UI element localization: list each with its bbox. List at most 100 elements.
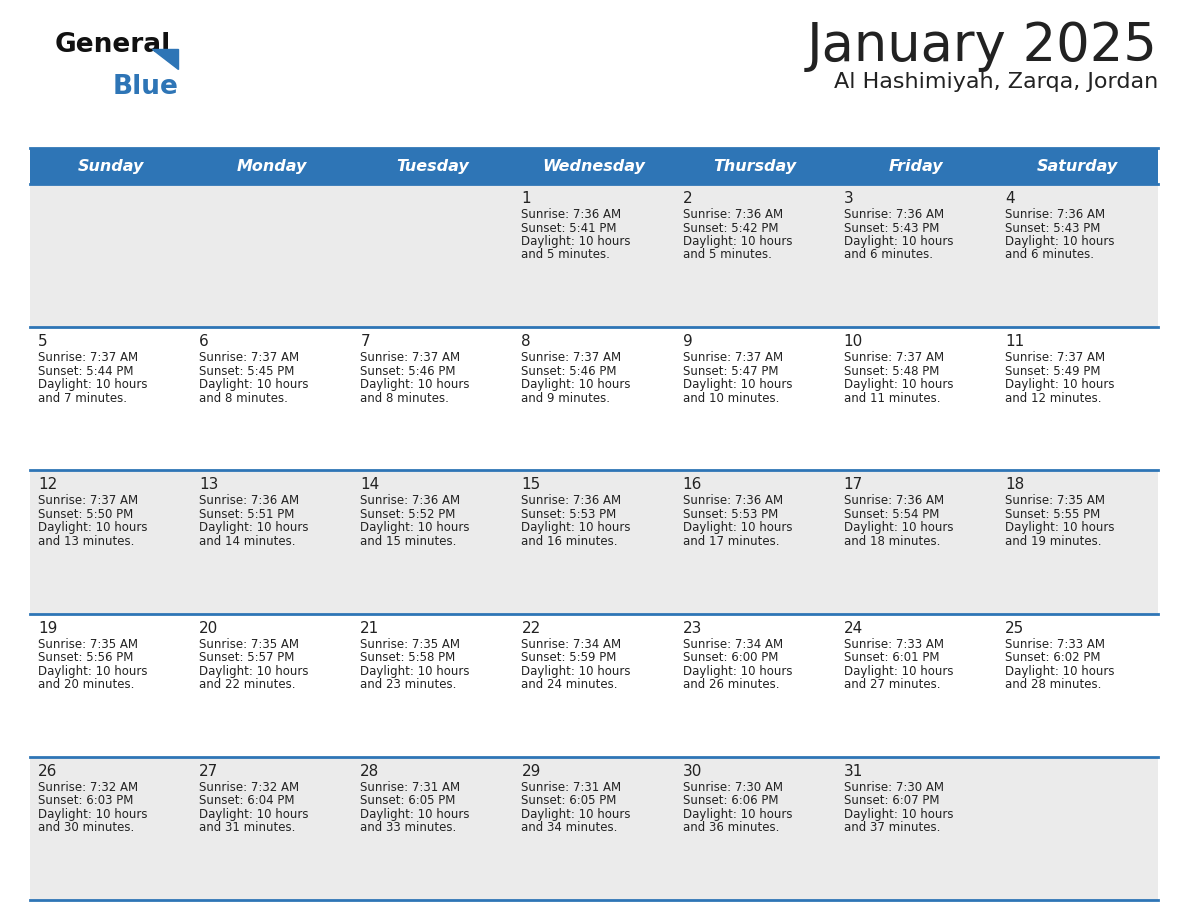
Text: Daylight: 10 hours: Daylight: 10 hours [522,808,631,821]
Text: Daylight: 10 hours: Daylight: 10 hours [843,235,953,248]
Text: 11: 11 [1005,334,1024,349]
Text: and 37 minutes.: and 37 minutes. [843,822,940,834]
Text: 10: 10 [843,334,862,349]
Text: 4: 4 [1005,191,1015,206]
Text: Daylight: 10 hours: Daylight: 10 hours [522,521,631,534]
Text: 28: 28 [360,764,379,778]
Text: and 8 minutes.: and 8 minutes. [200,392,287,405]
Text: Sunrise: 7:37 AM: Sunrise: 7:37 AM [843,352,943,364]
Text: 9: 9 [683,334,693,349]
Text: and 20 minutes.: and 20 minutes. [38,678,134,691]
Bar [30,184,1158,327]
Text: Daylight: 10 hours: Daylight: 10 hours [843,665,953,677]
Text: and 33 minutes.: and 33 minutes. [360,822,456,834]
Text: General: General [55,32,171,58]
Text: Sunset: 5:50 PM: Sunset: 5:50 PM [38,508,133,521]
Text: and 31 minutes.: and 31 minutes. [200,822,296,834]
Text: Sunrise: 7:37 AM: Sunrise: 7:37 AM [1005,352,1105,364]
Text: 7: 7 [360,334,369,349]
Text: Sunset: 5:56 PM: Sunset: 5:56 PM [38,651,133,664]
Text: Thursday: Thursday [714,159,797,174]
Text: Sunrise: 7:37 AM: Sunrise: 7:37 AM [360,352,461,364]
Text: and 19 minutes.: and 19 minutes. [1005,535,1101,548]
Text: and 18 minutes.: and 18 minutes. [843,535,940,548]
Text: 5: 5 [38,334,48,349]
Text: Daylight: 10 hours: Daylight: 10 hours [843,808,953,821]
Polygon shape [152,49,178,69]
Bar [30,148,1158,184]
Text: Daylight: 10 hours: Daylight: 10 hours [38,378,147,391]
Text: Daylight: 10 hours: Daylight: 10 hours [360,521,469,534]
Text: Al Hashimiyah, Zarqa, Jordan: Al Hashimiyah, Zarqa, Jordan [834,72,1158,92]
Text: and 9 minutes.: and 9 minutes. [522,392,611,405]
Text: and 8 minutes.: and 8 minutes. [360,392,449,405]
Text: 12: 12 [38,477,57,492]
Text: Daylight: 10 hours: Daylight: 10 hours [843,521,953,534]
Text: 6: 6 [200,334,209,349]
Text: and 13 minutes.: and 13 minutes. [38,535,134,548]
Bar [30,613,1158,756]
Bar [30,470,1158,613]
Text: 2: 2 [683,191,693,206]
Text: Sunset: 5:54 PM: Sunset: 5:54 PM [843,508,939,521]
Text: Daylight: 10 hours: Daylight: 10 hours [200,665,309,677]
Text: and 10 minutes.: and 10 minutes. [683,392,779,405]
Text: Sunrise: 7:35 AM: Sunrise: 7:35 AM [1005,495,1105,508]
Text: 16: 16 [683,477,702,492]
Text: and 16 minutes.: and 16 minutes. [522,535,618,548]
Text: Sunset: 6:03 PM: Sunset: 6:03 PM [38,794,133,807]
Text: Sunset: 6:00 PM: Sunset: 6:00 PM [683,651,778,664]
Text: Sunrise: 7:36 AM: Sunrise: 7:36 AM [522,208,621,221]
Text: Daylight: 10 hours: Daylight: 10 hours [38,808,147,821]
Text: 19: 19 [38,621,57,635]
Text: 13: 13 [200,477,219,492]
Text: Sunset: 5:45 PM: Sunset: 5:45 PM [200,364,295,377]
Text: Daylight: 10 hours: Daylight: 10 hours [683,378,792,391]
Text: and 23 minutes.: and 23 minutes. [360,678,456,691]
Text: Sunset: 5:57 PM: Sunset: 5:57 PM [200,651,295,664]
Text: Daylight: 10 hours: Daylight: 10 hours [38,665,147,677]
Text: Daylight: 10 hours: Daylight: 10 hours [200,378,309,391]
Text: and 12 minutes.: and 12 minutes. [1005,392,1101,405]
Text: and 6 minutes.: and 6 minutes. [1005,249,1094,262]
Text: 8: 8 [522,334,531,349]
Text: Sunrise: 7:34 AM: Sunrise: 7:34 AM [683,638,783,651]
Text: Daylight: 10 hours: Daylight: 10 hours [360,665,469,677]
Text: and 7 minutes.: and 7 minutes. [38,392,127,405]
Text: 22: 22 [522,621,541,635]
Text: Sunrise: 7:34 AM: Sunrise: 7:34 AM [522,638,621,651]
Text: 21: 21 [360,621,379,635]
Text: Friday: Friday [889,159,943,174]
Bar [30,756,1158,900]
Text: and 5 minutes.: and 5 minutes. [683,249,771,262]
Text: Sunset: 6:06 PM: Sunset: 6:06 PM [683,794,778,807]
Text: Saturday: Saturday [1037,159,1118,174]
Text: Tuesday: Tuesday [397,159,469,174]
Text: Sunrise: 7:36 AM: Sunrise: 7:36 AM [1005,208,1105,221]
Text: Sunset: 6:05 PM: Sunset: 6:05 PM [522,794,617,807]
Text: and 24 minutes.: and 24 minutes. [522,678,618,691]
Text: and 14 minutes.: and 14 minutes. [200,535,296,548]
Text: 18: 18 [1005,477,1024,492]
Text: and 5 minutes.: and 5 minutes. [522,249,611,262]
Text: Sunrise: 7:31 AM: Sunrise: 7:31 AM [522,781,621,794]
Text: and 26 minutes.: and 26 minutes. [683,678,779,691]
Text: Daylight: 10 hours: Daylight: 10 hours [1005,235,1114,248]
Text: Sunset: 6:02 PM: Sunset: 6:02 PM [1005,651,1100,664]
Text: 31: 31 [843,764,864,778]
Text: Sunrise: 7:35 AM: Sunrise: 7:35 AM [38,638,138,651]
Text: Daylight: 10 hours: Daylight: 10 hours [683,235,792,248]
Text: Sunrise: 7:37 AM: Sunrise: 7:37 AM [38,352,138,364]
Text: Daylight: 10 hours: Daylight: 10 hours [1005,665,1114,677]
Text: Daylight: 10 hours: Daylight: 10 hours [1005,521,1114,534]
Text: 26: 26 [38,764,57,778]
Text: Sunrise: 7:30 AM: Sunrise: 7:30 AM [843,781,943,794]
Text: 25: 25 [1005,621,1024,635]
Text: and 11 minutes.: and 11 minutes. [843,392,940,405]
Text: Sunset: 5:58 PM: Sunset: 5:58 PM [360,651,455,664]
Text: Wednesday: Wednesday [543,159,645,174]
Text: 24: 24 [843,621,862,635]
Text: Daylight: 10 hours: Daylight: 10 hours [360,808,469,821]
Text: Sunrise: 7:37 AM: Sunrise: 7:37 AM [683,352,783,364]
Text: Sunrise: 7:32 AM: Sunrise: 7:32 AM [38,781,138,794]
